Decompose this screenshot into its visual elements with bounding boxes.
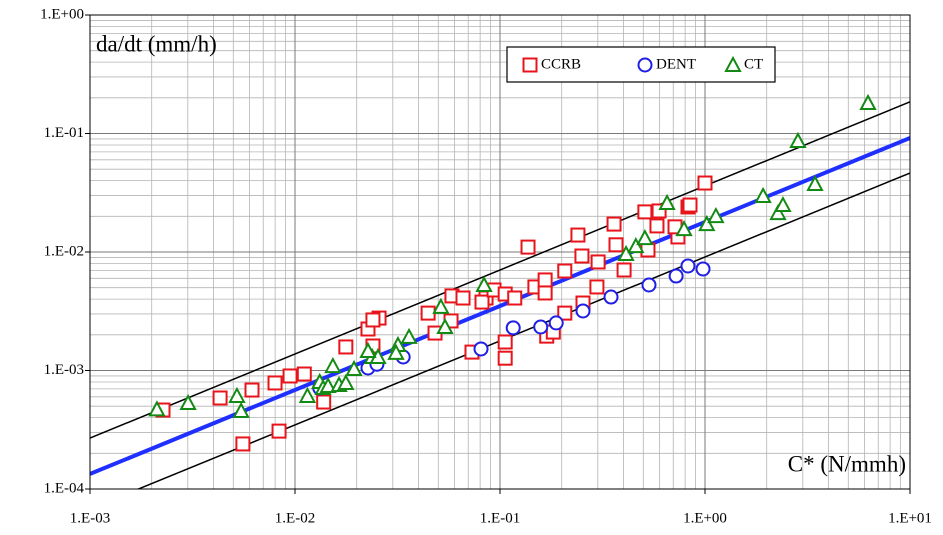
square-marker [682, 197, 698, 213]
square-marker [697, 175, 713, 191]
triangle-marker [432, 297, 450, 314]
triangle-marker [617, 244, 635, 261]
circle-marker [668, 268, 684, 284]
circle-marker [695, 261, 711, 277]
triangle-marker [707, 206, 725, 224]
square-marker [244, 382, 260, 398]
square-marker [640, 242, 656, 258]
circle-marker [680, 258, 696, 274]
triangle-marker [627, 237, 645, 254]
square-marker [267, 375, 283, 391]
square-marker [557, 263, 573, 279]
square-marker [557, 305, 573, 321]
y-tick-label: 1.E-02 [44, 243, 84, 259]
square-marker [235, 436, 251, 452]
grid [89, 14, 911, 490]
triangle-marker [436, 317, 454, 334]
square-marker [537, 272, 553, 288]
square-marker [520, 239, 536, 255]
triangle-marker [806, 174, 824, 191]
square-marker [637, 204, 653, 220]
triangle-marker [675, 220, 693, 237]
square-marker [507, 290, 523, 306]
square-marker [606, 216, 622, 232]
square-marker [338, 339, 354, 355]
circle-marker [505, 320, 521, 336]
square-marker [589, 279, 605, 295]
square-marker [316, 394, 332, 410]
square-marker [296, 366, 312, 382]
circle-marker [548, 315, 564, 331]
x-tick-label: 1.E+01 [888, 510, 932, 526]
x-tick-label: 1.E+00 [683, 510, 727, 526]
square-marker [616, 262, 632, 278]
square-marker [608, 237, 624, 253]
legend: CCRB DENT CT [506, 46, 776, 83]
legend-label: CCRB [541, 56, 581, 72]
square-marker [455, 290, 471, 306]
y-axis-label: da/dt (mm/h) [96, 31, 217, 56]
triangle-marker [769, 203, 787, 221]
legend-label: CT [744, 56, 763, 72]
triangle-marker [636, 228, 654, 246]
triangle-marker [319, 376, 337, 393]
triangle-marker [387, 343, 405, 360]
triangle-marker [179, 393, 197, 410]
square-marker [649, 218, 665, 234]
triangle-marker [789, 131, 807, 148]
triangle-marker [324, 356, 342, 374]
square-marker [212, 390, 228, 406]
circle-marker [603, 289, 619, 305]
square-marker [497, 350, 513, 366]
circle-marker [637, 57, 653, 73]
triangle-marker [228, 386, 246, 403]
circle-marker [533, 319, 549, 335]
square-marker [574, 248, 590, 264]
triangle-marker [232, 401, 250, 419]
square-marker [365, 312, 381, 328]
square-marker [474, 294, 490, 310]
square-marker [570, 227, 586, 243]
triangle-marker [754, 186, 772, 203]
fit-line [90, 136, 910, 476]
markers [148, 93, 877, 452]
triangle-marker [148, 400, 166, 417]
triangle-marker [698, 214, 716, 232]
circle-marker [641, 277, 657, 293]
triangle-marker [658, 193, 676, 211]
y-tick-label: 1.E+00 [40, 6, 84, 22]
triangle-marker [359, 341, 377, 359]
square-marker [271, 423, 287, 439]
x-tick-label: 1.E-01 [480, 510, 520, 526]
square-marker [537, 285, 553, 301]
y-tick-label: 1.E-01 [44, 125, 84, 141]
triangle-marker [724, 55, 742, 72]
y-tick-label: 1.E-03 [44, 362, 84, 378]
triangle-marker [400, 327, 418, 344]
axes: 1.E-03 1.E-02 1.E-01 1.E+00 1.E+01 1.E-04 1.E-… [40, 6, 932, 526]
triangle-marker [337, 373, 355, 390]
square-marker [282, 368, 298, 384]
legend-label: DENT [656, 56, 696, 72]
x-tick-label: 1.E-02 [275, 510, 315, 526]
triangle-marker [345, 359, 363, 376]
circle-marker [575, 303, 591, 319]
x-tick-label: 1.E-03 [70, 510, 110, 526]
square-marker [497, 334, 513, 350]
y-tick-label: 1.E-04 [44, 480, 85, 496]
square-marker [420, 305, 436, 321]
triangle-marker [475, 275, 493, 292]
fit-line [90, 101, 910, 439]
triangle-marker [859, 93, 877, 110]
square-marker [590, 254, 606, 270]
triangle-marker [774, 195, 792, 213]
x-axis-label: C* (N/mmh) [788, 451, 906, 476]
triangle-marker [298, 386, 317, 403]
circle-marker [473, 341, 489, 357]
square-marker [522, 57, 538, 73]
